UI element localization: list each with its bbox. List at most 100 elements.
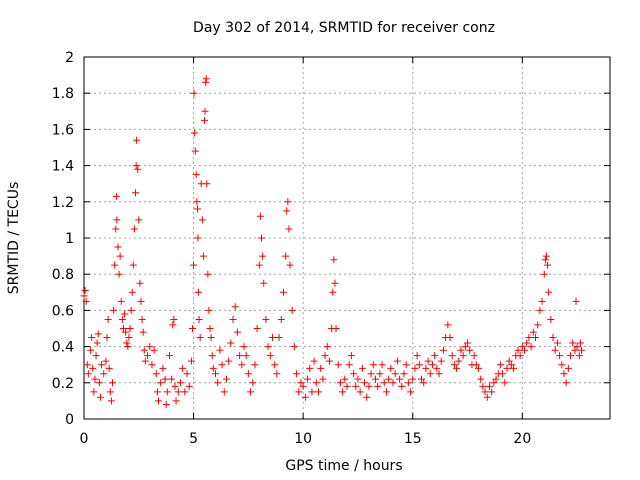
data-point	[118, 315, 126, 323]
data-point	[161, 375, 169, 383]
data-point	[199, 252, 207, 260]
data-point	[332, 325, 340, 332]
data-point	[389, 379, 397, 387]
data-point	[481, 388, 489, 396]
data-point	[288, 306, 296, 314]
data-point	[128, 288, 136, 296]
y-tick-label: 0.2	[52, 376, 74, 392]
data-point	[198, 216, 206, 224]
data-point	[413, 352, 421, 360]
data-point	[87, 346, 95, 354]
data-point	[174, 388, 182, 396]
data-point	[293, 370, 301, 378]
data-point	[159, 364, 167, 372]
x-tick-label: 20	[513, 431, 531, 447]
y-tick-label: 1.6	[52, 122, 74, 138]
data-point	[325, 357, 333, 365]
data-point	[95, 379, 103, 387]
data-point	[179, 364, 187, 372]
data-point	[190, 89, 198, 97]
x-axis-label: GPS time / hours	[285, 458, 402, 474]
data-point	[396, 375, 404, 383]
data-point	[163, 388, 171, 396]
data-point	[496, 361, 504, 369]
data-point	[545, 288, 553, 296]
x-tick-label: 15	[404, 431, 422, 447]
data-point	[123, 339, 131, 347]
data-point	[81, 286, 89, 294]
y-tick-label: 1.2	[52, 195, 74, 211]
data-point	[121, 310, 129, 318]
data-point	[264, 343, 272, 351]
data-point	[244, 370, 252, 378]
data-point	[135, 216, 143, 224]
data-point	[251, 361, 259, 369]
data-point	[115, 270, 123, 278]
data-point	[330, 256, 338, 264]
data-point	[361, 379, 369, 387]
data-point	[455, 357, 463, 365]
data-point	[431, 352, 439, 360]
y-tick-label: 1.4	[52, 159, 74, 175]
data-point	[273, 370, 281, 378]
data-point	[312, 379, 320, 387]
data-point	[464, 339, 472, 347]
data-point	[301, 393, 309, 401]
data-point	[89, 364, 97, 372]
data-point	[195, 315, 203, 323]
data-point	[435, 370, 443, 378]
data-point	[400, 370, 408, 378]
data-point	[475, 364, 482, 372]
data-point	[483, 393, 491, 401]
data-point	[470, 352, 478, 360]
data-point	[457, 346, 465, 354]
data-point	[492, 375, 500, 383]
data-point	[558, 361, 566, 369]
data-point	[150, 346, 158, 354]
data-point	[116, 252, 124, 260]
data-point	[192, 171, 200, 179]
data-point	[336, 379, 344, 387]
data-point	[503, 364, 511, 372]
data-point	[138, 315, 146, 323]
data-point	[155, 397, 163, 405]
data-point	[108, 379, 116, 387]
data-point	[204, 270, 212, 278]
data-point	[253, 325, 261, 332]
x-tick-label: 10	[294, 431, 312, 447]
data-point	[194, 288, 202, 296]
data-point	[90, 388, 98, 396]
data-point	[122, 328, 130, 336]
data-point	[450, 361, 458, 369]
data-point	[218, 361, 226, 369]
data-point	[112, 192, 120, 200]
data-point	[212, 370, 219, 378]
data-point	[100, 370, 108, 378]
data-point	[162, 401, 170, 409]
data-point	[188, 325, 196, 332]
data-point	[171, 382, 179, 390]
data-point	[214, 379, 222, 387]
data-point	[170, 315, 178, 323]
data-point	[207, 334, 215, 342]
data-point	[194, 205, 202, 213]
data-point	[569, 339, 577, 347]
data-point	[299, 382, 307, 390]
data-point	[339, 388, 347, 396]
data-point	[233, 328, 241, 336]
data-point	[374, 382, 382, 390]
data-point	[323, 343, 331, 351]
data-point	[201, 107, 209, 115]
chart-title: Day 302 of 2014, SRMTID for receiver con…	[193, 20, 495, 36]
data-point	[84, 370, 92, 378]
data-point	[488, 388, 496, 396]
data-point	[133, 136, 141, 144]
data-point	[317, 364, 325, 372]
data-point	[547, 315, 555, 323]
data-point	[343, 382, 351, 390]
data-point	[352, 382, 360, 390]
data-point	[268, 334, 276, 342]
data-point	[578, 346, 586, 354]
data-point	[391, 370, 399, 378]
